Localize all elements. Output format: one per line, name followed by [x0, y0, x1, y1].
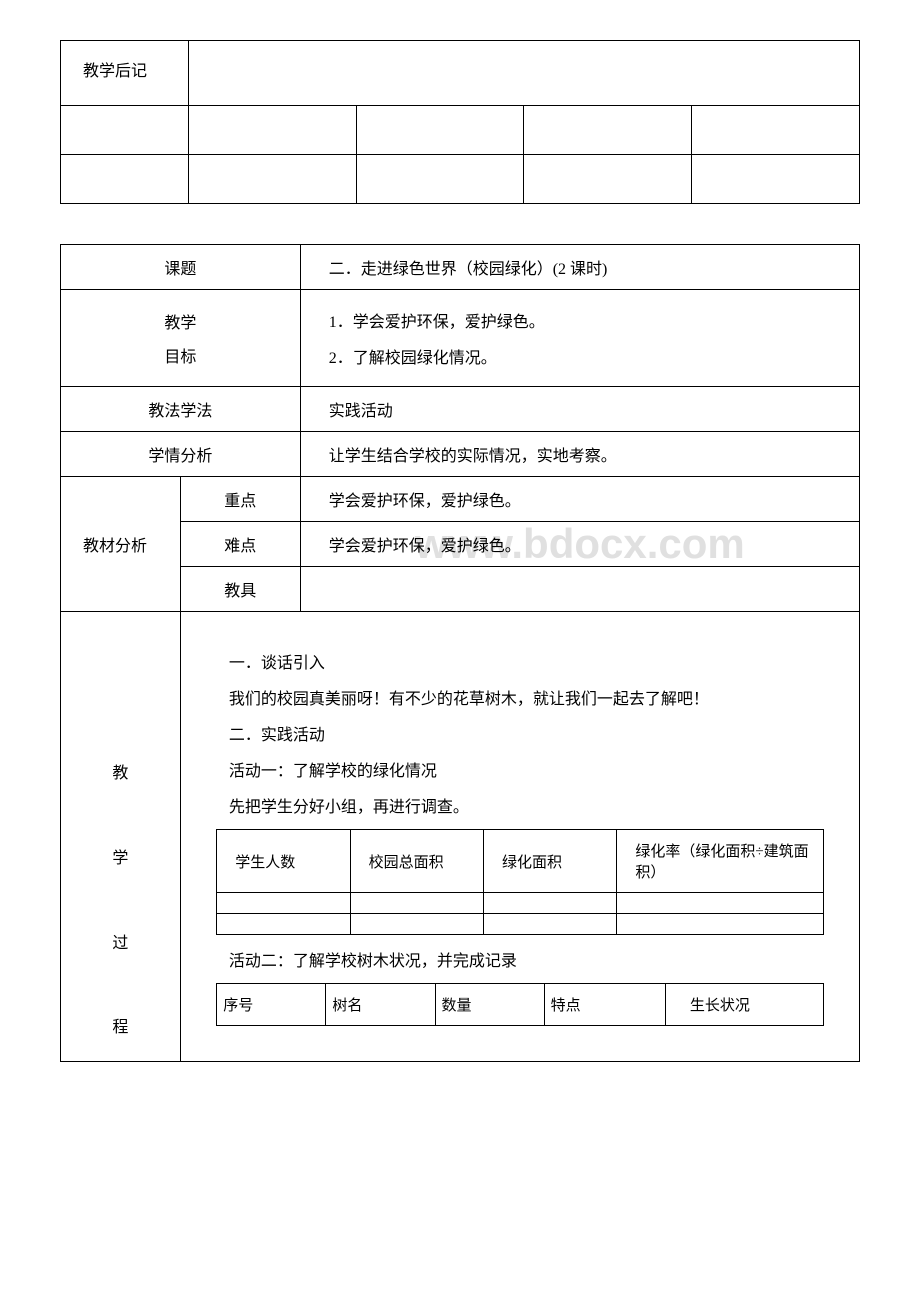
- table-cell: [350, 914, 483, 935]
- method-value: 实践活动: [300, 387, 859, 432]
- analysis-label: 学情分析: [61, 432, 301, 477]
- topic-label: 课题: [61, 245, 301, 290]
- lesson-plan-table: 课题 二．走进绿色世界（校园绿化）(2 课时) 教学 目标 1．学会爱护环保，爱…: [60, 244, 860, 1062]
- focus-label: 重点: [180, 477, 300, 522]
- table-header: 特点: [544, 984, 665, 1026]
- method-label: 教法学法: [61, 387, 301, 432]
- empty-cell: [188, 155, 356, 204]
- empty-cell: [61, 106, 189, 155]
- section-heading: 一．谈话引入: [197, 649, 843, 673]
- empty-cell: [692, 155, 860, 204]
- table-header: 绿化面积: [484, 830, 617, 893]
- table-cell: [484, 893, 617, 914]
- paragraph: 先把学生分好小组，再进行调查。: [197, 793, 843, 817]
- teaching-notes-table: 教学后记: [60, 40, 860, 204]
- empty-cell: [524, 155, 692, 204]
- empty-cell: [356, 155, 524, 204]
- empty-cell: [356, 106, 524, 155]
- paragraph: 我们的校园真美丽呀！有不少的花草树木，就让我们一起去了解吧！: [197, 685, 843, 709]
- table-header: 树名: [326, 984, 435, 1026]
- table-header: 学生人数: [217, 830, 350, 893]
- material-label: 教材分析: [61, 477, 181, 612]
- activity-heading: 活动二：了解学校树木状况，并完成记录: [197, 947, 843, 971]
- teaching-notes-value: [188, 41, 859, 106]
- tools-label: 教具: [180, 567, 300, 612]
- table-cell: [350, 893, 483, 914]
- difficulty-label: 难点: [180, 522, 300, 567]
- process-content: 一．谈话引入 我们的校园真美丽呀！有不少的花草树木，就让我们一起去了解吧！ 二．…: [180, 612, 859, 1062]
- greening-survey-table: 学生人数 校园总面积 绿化面积 绿化率（绿化面积÷建筑面积）: [216, 829, 823, 935]
- table-cell: [217, 914, 350, 935]
- table-header: 生长状况: [665, 984, 823, 1026]
- empty-cell: [524, 106, 692, 155]
- table-header: 数量: [435, 984, 544, 1026]
- tree-record-table: 序号 树名 数量 特点 生长状况: [216, 983, 823, 1026]
- table-header: 序号: [217, 984, 326, 1026]
- table-cell: [484, 914, 617, 935]
- teaching-notes-label: 教学后记: [61, 41, 189, 106]
- topic-value: 二．走进绿色世界（校园绿化）(2 课时): [300, 245, 859, 290]
- difficulty-value: 学会爱护环保，爱护绿色。 www.bdocx.com: [300, 522, 859, 567]
- table-cell: [617, 914, 823, 935]
- goal-value: 1．学会爱护环保，爱护绿色。 2．了解校园绿化情况。: [300, 290, 859, 387]
- tools-value: [300, 567, 859, 612]
- focus-value: 学会爱护环保，爱护绿色。: [300, 477, 859, 522]
- analysis-value: 让学生结合学校的实际情况，实地考察。: [300, 432, 859, 477]
- section-heading: 二．实践活动: [197, 721, 843, 745]
- empty-cell: [692, 106, 860, 155]
- table-cell: [217, 893, 350, 914]
- goal-label: 教学 目标: [61, 290, 301, 387]
- table-header: 绿化率（绿化面积÷建筑面积）: [617, 830, 823, 893]
- empty-cell: [61, 155, 189, 204]
- process-label: 教 学 过 程: [61, 612, 181, 1062]
- empty-cell: [188, 106, 356, 155]
- table-cell: [617, 893, 823, 914]
- activity-heading: 活动一：了解学校的绿化情况: [197, 757, 843, 781]
- table-header: 校园总面积: [350, 830, 483, 893]
